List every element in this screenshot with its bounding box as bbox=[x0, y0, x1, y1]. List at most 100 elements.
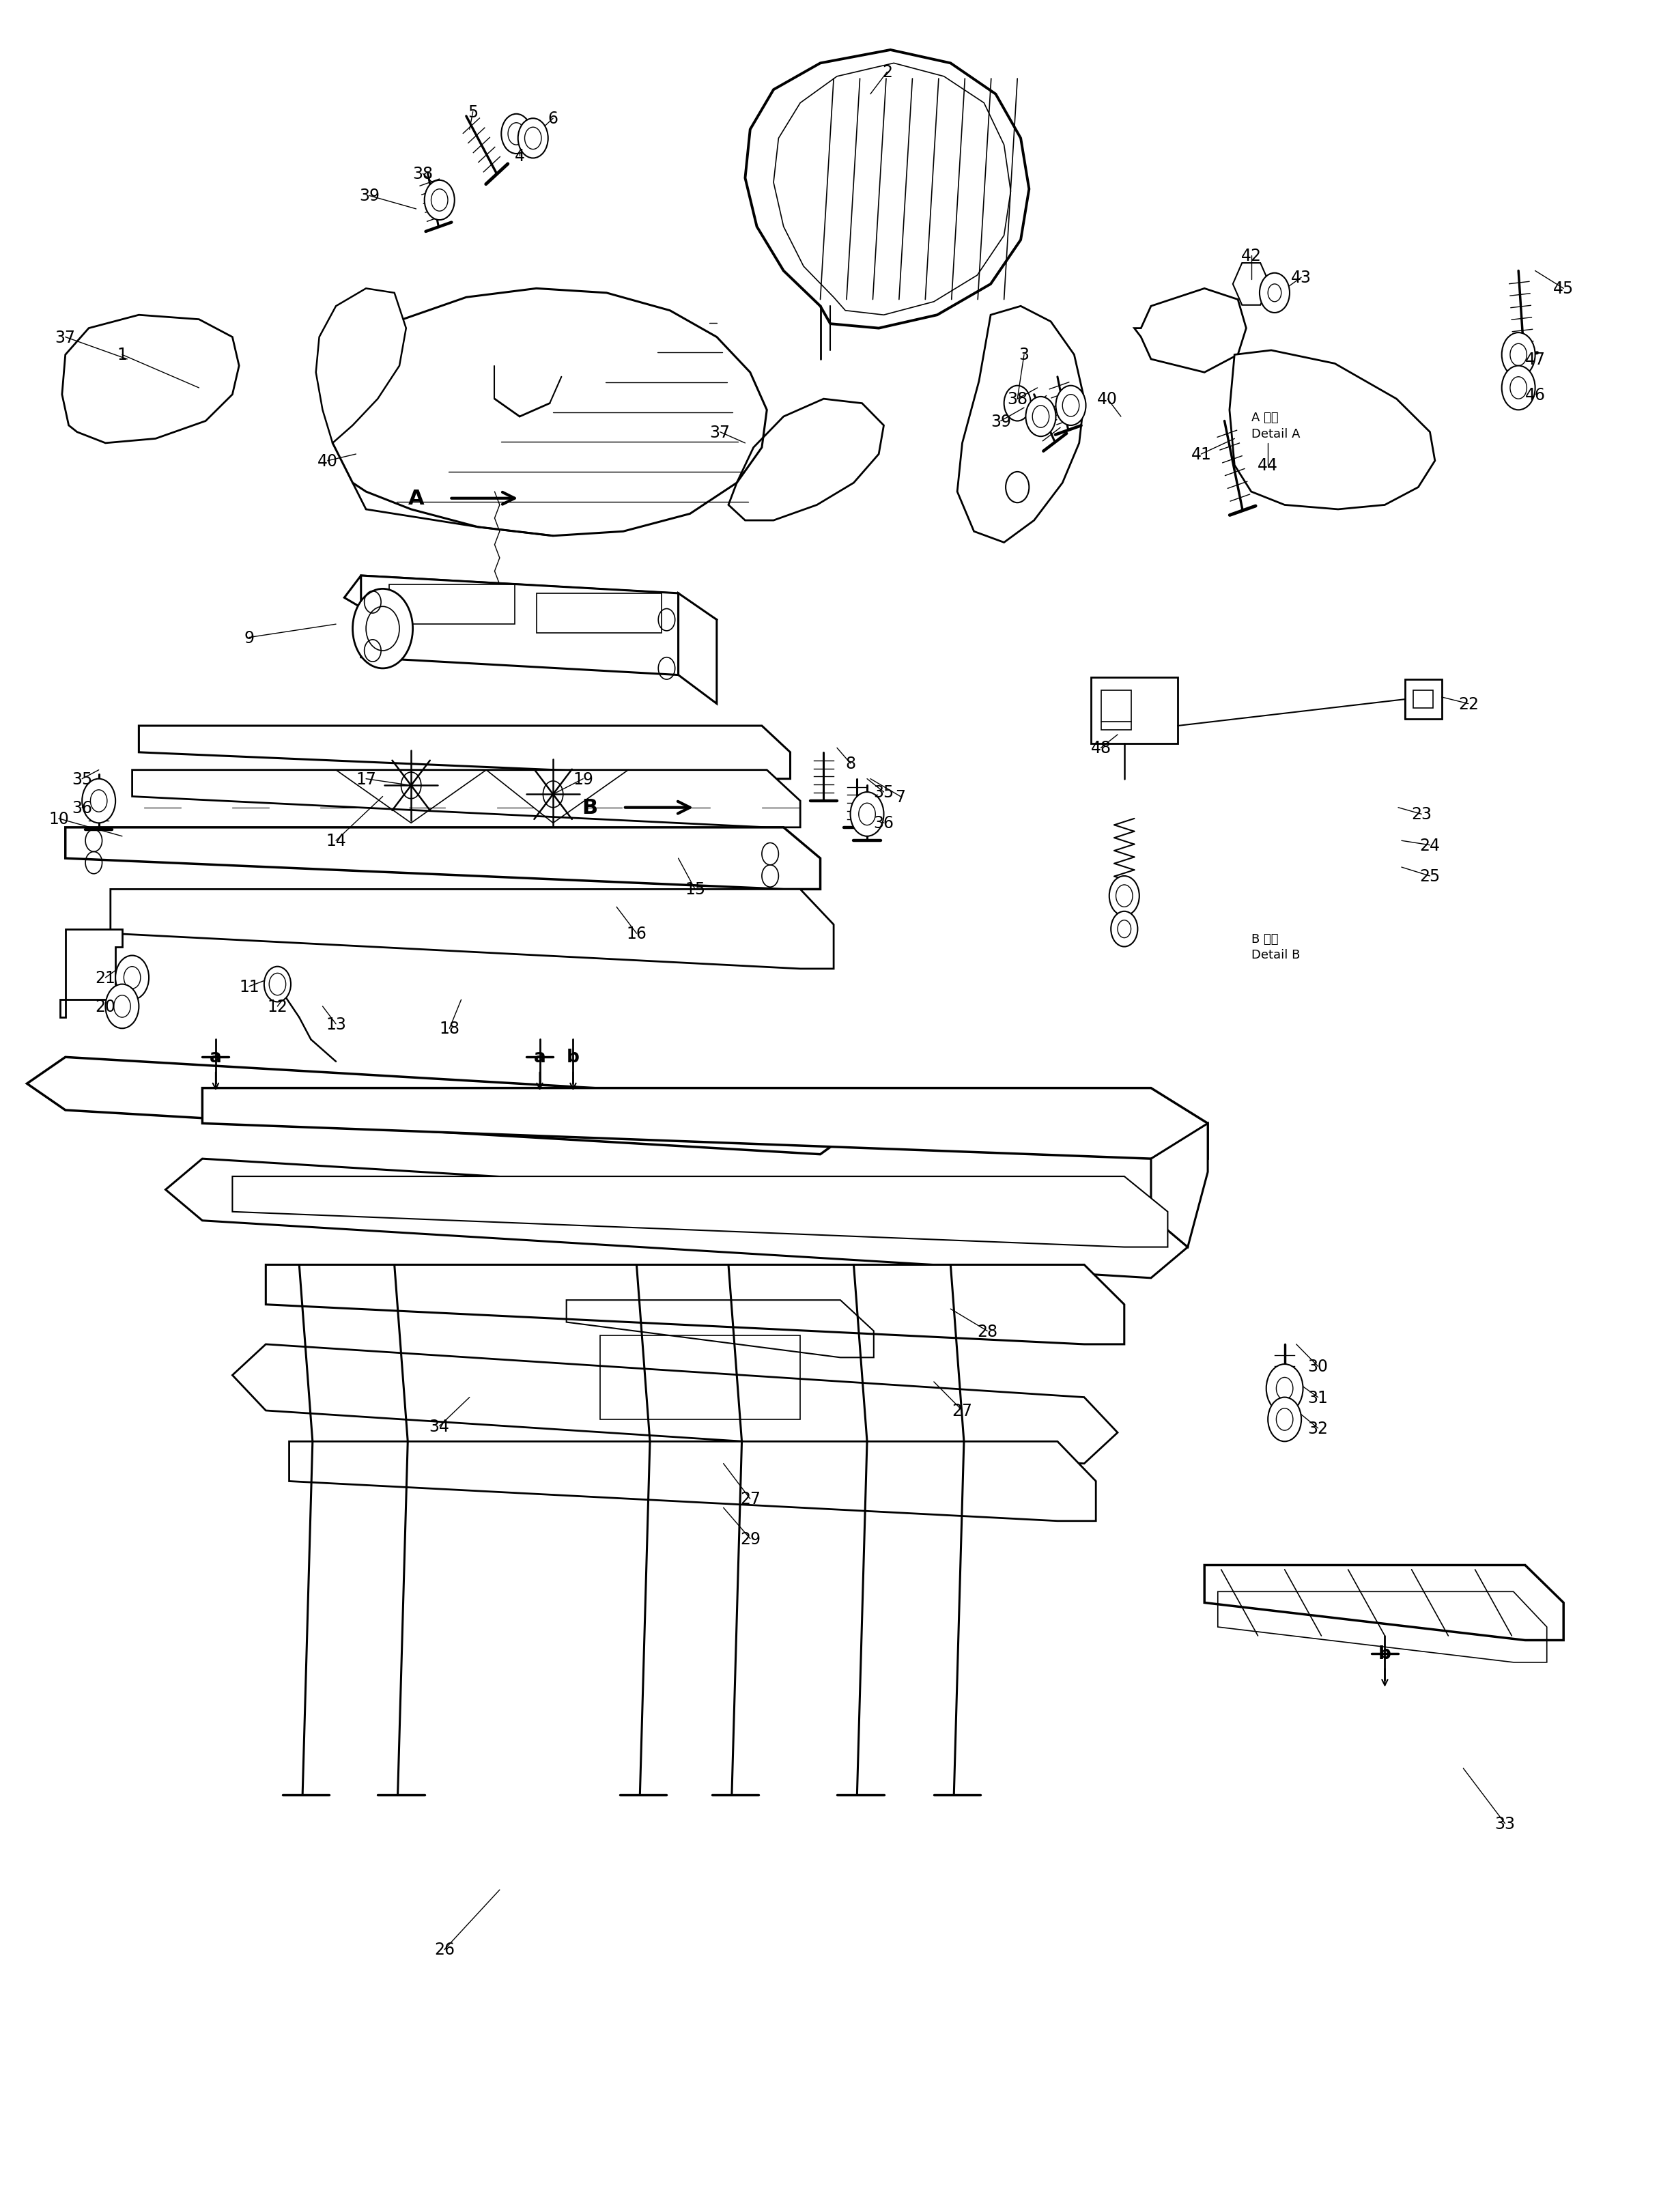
Text: 37: 37 bbox=[55, 330, 75, 345]
Text: b: b bbox=[567, 1048, 579, 1066]
Text: 24: 24 bbox=[1420, 836, 1440, 854]
Text: 39: 39 bbox=[360, 188, 380, 204]
Bar bbox=[536, 593, 661, 633]
Bar bbox=[1413, 690, 1433, 708]
Text: 4: 4 bbox=[514, 148, 524, 164]
Text: 41: 41 bbox=[1190, 447, 1212, 462]
Text: A 詳細
Detail A: A 詳細 Detail A bbox=[1250, 411, 1301, 440]
Polygon shape bbox=[166, 1159, 1189, 1279]
Text: 26: 26 bbox=[434, 1942, 455, 1958]
Text: 27: 27 bbox=[953, 1402, 973, 1418]
Bar bbox=[390, 584, 514, 624]
Text: 22: 22 bbox=[1458, 697, 1478, 712]
Text: 36: 36 bbox=[72, 801, 92, 816]
Bar bbox=[599, 1336, 800, 1420]
Text: 14: 14 bbox=[326, 834, 347, 849]
Text: a: a bbox=[534, 1048, 546, 1066]
Polygon shape bbox=[333, 290, 767, 535]
Text: 2: 2 bbox=[882, 64, 892, 82]
Bar bbox=[1101, 690, 1132, 730]
Text: 16: 16 bbox=[626, 925, 646, 942]
Polygon shape bbox=[132, 770, 800, 827]
Text: 47: 47 bbox=[1525, 352, 1545, 367]
Text: 43: 43 bbox=[1291, 270, 1311, 285]
Circle shape bbox=[501, 115, 531, 155]
Text: 18: 18 bbox=[439, 1020, 460, 1037]
Text: 39: 39 bbox=[991, 414, 1011, 429]
Text: 38: 38 bbox=[1008, 392, 1028, 407]
Polygon shape bbox=[266, 1265, 1125, 1345]
Text: 11: 11 bbox=[239, 978, 259, 995]
Circle shape bbox=[1026, 398, 1056, 438]
Text: a: a bbox=[209, 1048, 221, 1066]
Text: 27: 27 bbox=[740, 1491, 760, 1506]
Polygon shape bbox=[60, 929, 122, 1018]
Text: 6: 6 bbox=[547, 111, 557, 126]
Polygon shape bbox=[362, 575, 678, 675]
Circle shape bbox=[1056, 387, 1086, 427]
Bar bbox=[1404, 679, 1441, 719]
Circle shape bbox=[1110, 876, 1140, 916]
Circle shape bbox=[425, 181, 455, 221]
Text: 30: 30 bbox=[1307, 1358, 1327, 1376]
Text: 3: 3 bbox=[1019, 347, 1030, 363]
Polygon shape bbox=[110, 889, 834, 969]
Text: 8: 8 bbox=[845, 757, 855, 772]
Text: 37: 37 bbox=[710, 425, 730, 440]
Text: 40: 40 bbox=[318, 453, 338, 469]
Circle shape bbox=[264, 967, 291, 1002]
Text: 9: 9 bbox=[244, 630, 254, 646]
Polygon shape bbox=[316, 290, 407, 445]
Text: b: b bbox=[1378, 1646, 1391, 1663]
Text: 17: 17 bbox=[357, 772, 377, 787]
Text: 33: 33 bbox=[1495, 1816, 1515, 1832]
Text: 48: 48 bbox=[1090, 741, 1112, 757]
Polygon shape bbox=[203, 1088, 1207, 1159]
Text: B: B bbox=[583, 799, 598, 818]
Bar bbox=[1091, 677, 1178, 743]
Polygon shape bbox=[233, 1345, 1118, 1464]
Polygon shape bbox=[1232, 263, 1269, 305]
Text: 20: 20 bbox=[95, 998, 116, 1015]
Circle shape bbox=[1266, 1365, 1302, 1413]
Polygon shape bbox=[345, 575, 716, 641]
Circle shape bbox=[1267, 1398, 1301, 1442]
Text: 12: 12 bbox=[268, 998, 288, 1015]
Text: 35: 35 bbox=[72, 772, 92, 787]
Text: 38: 38 bbox=[412, 166, 434, 181]
Text: 29: 29 bbox=[740, 1531, 760, 1546]
Circle shape bbox=[1259, 274, 1289, 314]
Polygon shape bbox=[1135, 290, 1245, 374]
Polygon shape bbox=[678, 593, 716, 703]
Text: B 詳細
Detail B: B 詳細 Detail B bbox=[1250, 933, 1301, 962]
Polygon shape bbox=[1229, 352, 1435, 509]
Text: 19: 19 bbox=[573, 772, 593, 787]
Circle shape bbox=[105, 984, 139, 1029]
Text: 25: 25 bbox=[1420, 867, 1440, 885]
Text: 21: 21 bbox=[95, 969, 116, 987]
Circle shape bbox=[517, 119, 547, 159]
Circle shape bbox=[353, 588, 413, 668]
Text: 40: 40 bbox=[1098, 392, 1118, 407]
Text: 23: 23 bbox=[1411, 807, 1431, 823]
Text: 46: 46 bbox=[1525, 387, 1545, 403]
Text: 31: 31 bbox=[1307, 1389, 1327, 1405]
Circle shape bbox=[850, 792, 884, 836]
Circle shape bbox=[1502, 367, 1535, 411]
Circle shape bbox=[116, 956, 149, 1000]
Text: 15: 15 bbox=[685, 880, 705, 898]
Text: 7: 7 bbox=[896, 790, 906, 805]
Circle shape bbox=[1502, 334, 1535, 378]
Text: 34: 34 bbox=[429, 1418, 450, 1433]
Polygon shape bbox=[65, 827, 820, 889]
Text: A: A bbox=[408, 489, 424, 509]
Text: 5: 5 bbox=[467, 104, 479, 119]
Text: 36: 36 bbox=[874, 816, 894, 832]
Polygon shape bbox=[1152, 1124, 1207, 1248]
Text: 28: 28 bbox=[978, 1323, 998, 1340]
Circle shape bbox=[1112, 911, 1138, 947]
Text: 35: 35 bbox=[874, 785, 894, 801]
Circle shape bbox=[82, 779, 116, 823]
Text: 42: 42 bbox=[1240, 248, 1262, 263]
Polygon shape bbox=[233, 1177, 1168, 1248]
